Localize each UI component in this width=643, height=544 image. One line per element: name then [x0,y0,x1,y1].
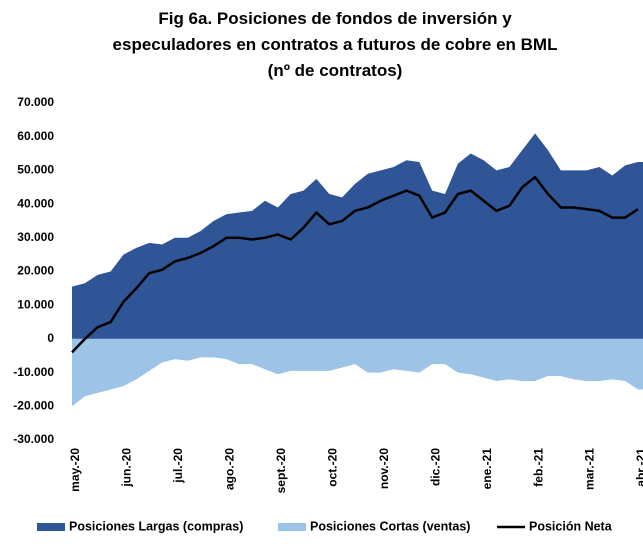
y-tick-label: -10.000 [13,365,54,379]
legend-label: Posición Neta [529,519,613,533]
x-tick-label: sept.-20 [274,448,288,494]
legend-label: Posiciones Cortas (ventas) [310,519,470,533]
legend-label: Posiciones Largas (compras) [69,519,243,533]
x-tick-label: jul.-20 [171,448,185,484]
chart-title: especuladores en contratos a futuros de … [113,35,558,54]
y-tick-label: 10.000 [17,297,54,311]
x-tick-label: jun.-20 [120,448,134,488]
x-tick-label: mar.-21 [583,448,597,490]
y-tick-label: -20.000 [13,398,54,412]
x-tick-label: dic.-20 [428,448,442,486]
x-tick-label: abr.-21 [634,448,643,487]
x-tick-label: ene.-21 [480,448,494,490]
chart-title: (nº de contratos) [268,61,403,80]
y-tick-label: 50.000 [17,163,54,177]
y-tick-label: 30.000 [17,230,54,244]
y-tick-label: 20.000 [17,264,54,278]
y-tick-label: 40.000 [17,196,54,210]
y-tick-label: -30.000 [13,432,54,446]
legend-swatch [278,523,306,531]
legend-swatch [37,523,65,531]
y-tick-label: 70.000 [17,95,54,109]
line [71,175,639,354]
x-tick-label: ago.-20 [223,448,237,490]
y-tick-label: 60.000 [17,129,54,143]
area [72,338,643,407]
x-tick-label: may.-20 [68,448,82,492]
x-tick-label: oct.-20 [325,448,339,487]
x-tick-label: feb.-21 [531,448,545,487]
chart-title: Fig 6a. Posiciones de fondos de inversió… [158,9,512,28]
area [72,133,643,339]
x-tick-label: nov.-20 [377,448,391,489]
y-tick-label: 0 [47,331,54,345]
